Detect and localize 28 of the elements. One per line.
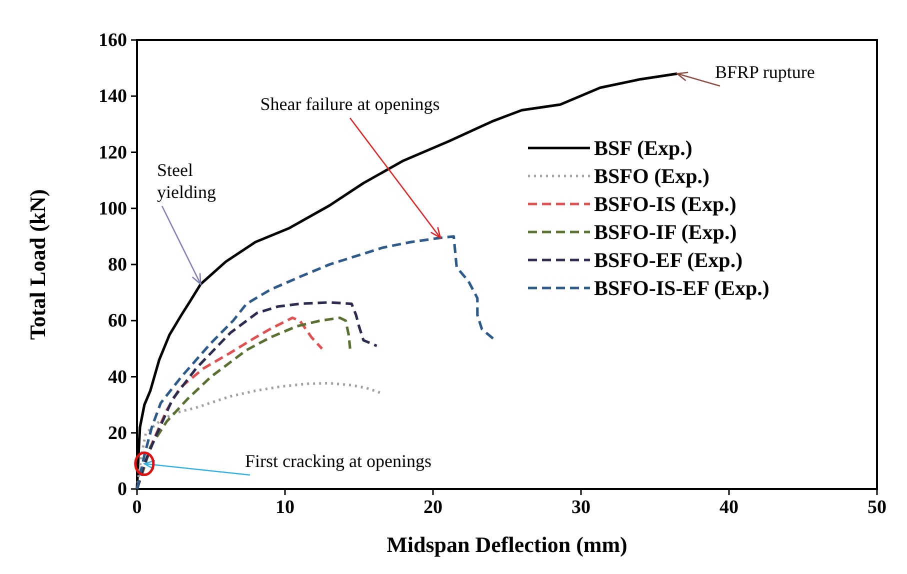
x-tick-label: 10 — [276, 497, 294, 518]
x-tick-label: 0 — [132, 497, 142, 518]
legend-label: BSF (Exp.) — [594, 136, 692, 160]
legend-label: BSFO-IF (Exp.) — [594, 220, 737, 244]
annotation: Shear failure at openings — [260, 94, 440, 114]
y-tick-label: 20 — [108, 422, 127, 444]
y-tick-label: 160 — [98, 30, 127, 51]
y-tick-label: 60 — [108, 310, 127, 332]
legend-label: BSFO (Exp.) — [594, 164, 710, 188]
legend-label: BSFO-EF (Exp.) — [594, 248, 743, 272]
x-tick-label: 20 — [424, 497, 442, 518]
y-tick-label: 80 — [108, 254, 127, 276]
legend-label: BSFO-IS-EF (Exp.) — [594, 276, 770, 300]
y-tick-label: 120 — [98, 142, 127, 164]
y-tick-label: 100 — [98, 198, 127, 220]
y-tick-label: 0 — [118, 479, 127, 500]
y-tick-label: 40 — [108, 366, 127, 388]
legend-label: BSFO-IS (Exp.) — [594, 192, 736, 216]
line-series — [136, 235, 496, 490]
y-axis-title: Total Load (kN) — [25, 189, 50, 340]
annotation: BFRP rupture — [715, 62, 815, 82]
x-tick-label: 40 — [720, 497, 738, 518]
y-tick-label: 140 — [98, 86, 127, 108]
x-tick-label: 50 — [868, 497, 886, 518]
annotation: Steel yielding — [157, 160, 216, 202]
x-axis-title: Midspan Deflection (mm) — [386, 532, 628, 557]
x-tick-label: 30 — [572, 497, 590, 518]
annotation: First cracking at openings — [245, 451, 432, 471]
